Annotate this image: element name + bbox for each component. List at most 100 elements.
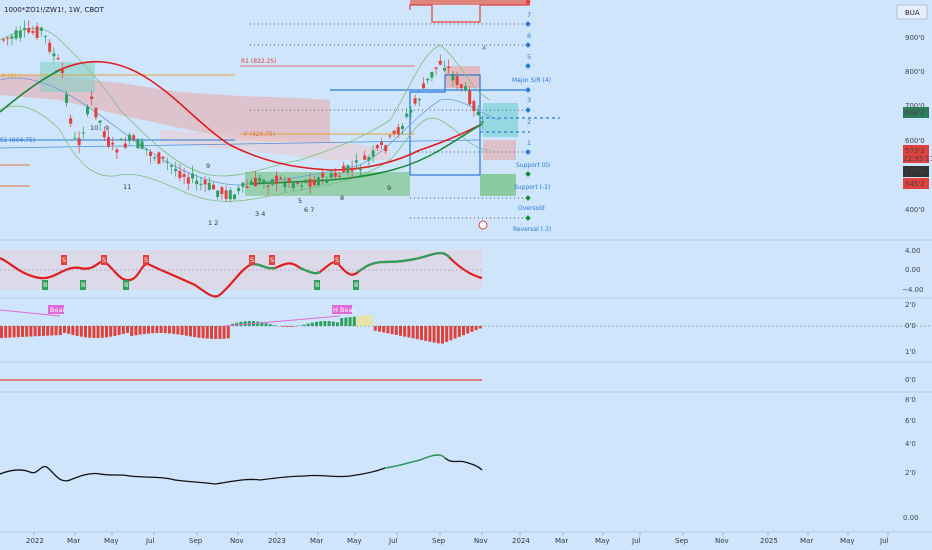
svg-text:9: 9 (387, 184, 391, 192)
candle-body (396, 127, 400, 135)
histogram-bar (273, 325, 276, 326)
time-tick: 2022 (26, 537, 44, 545)
candle-body (308, 179, 312, 187)
candle-body (363, 155, 367, 160)
histogram-bar (457, 326, 461, 337)
candle-body (401, 125, 404, 129)
price-scale[interactable]: 900'0 800'0 700'0 600'0 400'0 688'2 573'… (903, 34, 932, 214)
time-tick: 2024 (512, 537, 530, 545)
candle-body (270, 179, 274, 185)
lower-line-pane[interactable] (0, 454, 483, 485)
histogram-bar (142, 326, 146, 335)
divergence-line-1 (0, 309, 61, 317)
oscillator-pane-2[interactable]: Bear H Bear (0, 305, 932, 344)
price-badge-red-text: 573'3 (905, 147, 925, 155)
candle-body (426, 78, 430, 81)
histogram-bar (163, 326, 167, 334)
svg-text:1 2: 1 2 (208, 219, 218, 227)
histogram-bar (449, 326, 453, 341)
histogram-bar (348, 317, 352, 326)
hbear-label-bg (332, 305, 352, 314)
currency-button[interactable]: BUA (896, 4, 928, 20)
price-pane[interactable]: R1 (832.25) P (4?.) P (420.75) S1 (604.7… (0, 0, 560, 233)
candle-body (438, 60, 442, 65)
candle-body (392, 130, 396, 134)
support0-label: Support (0) (516, 162, 550, 169)
candle-body (216, 190, 220, 197)
histogram-bar (281, 326, 285, 327)
oscillator-pane-1[interactable]: B S B S B S S S B S B (0, 250, 483, 298)
histogram-bar (176, 326, 180, 335)
svg-text:1: 1 (527, 139, 531, 147)
histogram-bar (37, 326, 41, 337)
symbol-title[interactable]: 1000*ZO1!/ZW1!, 1W, CBOT (4, 6, 105, 14)
time-tick: 2023 (268, 537, 286, 545)
osc2-scale[interactable]: 2'0 0'0 1'0 (905, 301, 916, 356)
candle-body (52, 53, 56, 57)
bear-label: Bear (50, 306, 65, 314)
histogram-bar (327, 321, 331, 326)
candle-body (195, 180, 199, 185)
time-tick: Jul (145, 537, 155, 545)
candle-body (451, 73, 455, 81)
candle-body (325, 180, 329, 184)
lower-scale[interactable]: 0'0 8'0 6'0 4'0 2'0 0.00 (903, 376, 919, 522)
svg-text:10: 10 (90, 124, 98, 132)
candle-body (350, 168, 354, 172)
candle-body (241, 182, 245, 187)
green-zone-right (480, 174, 516, 196)
histogram-bar (197, 326, 201, 338)
histogram-bar (331, 321, 335, 326)
histogram-bar (474, 326, 478, 331)
candle-body (417, 99, 421, 101)
candle-body (443, 68, 446, 71)
candle-body (18, 30, 22, 38)
hbear-label: H Bear (333, 306, 355, 314)
time-axis[interactable]: 2022 Mar May Jul Sep Nov 2023 Mar May Jul Sep Nov 20… (26, 532, 889, 545)
lower-tick: 0.00 (903, 514, 919, 522)
candle-body (342, 165, 346, 173)
band-upper (0, 28, 491, 177)
histogram-bar (361, 315, 365, 326)
candle-body (98, 120, 102, 123)
histogram-bar (310, 322, 314, 326)
histogram-bar (205, 326, 209, 339)
svg-text:4: 4 (482, 44, 486, 52)
buy-signal-tag (314, 280, 320, 290)
price-badge-dark (903, 166, 929, 177)
histogram-bar (357, 316, 360, 326)
candle-body (2, 39, 5, 41)
histogram-bar (134, 326, 138, 336)
cloud-band-lower (160, 130, 390, 160)
candle-body (6, 37, 10, 39)
histogram-bar (109, 326, 113, 337)
candle-body (237, 187, 241, 192)
candle-body (296, 182, 299, 184)
svg-text:6: 6 (527, 32, 531, 40)
time-tick: 2025 (760, 537, 778, 545)
candle-body (371, 150, 375, 157)
histogram-bar (436, 326, 440, 344)
time-tick: Mar (67, 537, 80, 545)
osc1-scale[interactable]: 4.00 0.00 −4.00 (902, 247, 923, 294)
histogram-bar (243, 321, 247, 326)
candle-body (224, 190, 228, 199)
histogram-bar (336, 322, 339, 326)
histogram-bar (352, 316, 356, 326)
time-tick: Nov (474, 537, 488, 545)
step-line-blue (409, 74, 481, 175)
time-tick: May (595, 537, 609, 545)
time-tick: May (104, 537, 118, 545)
candle-body (262, 180, 266, 184)
buy-signal-text: B (354, 281, 358, 289)
histogram-bar (306, 323, 310, 326)
osc1-tick: 4.00 (905, 247, 921, 255)
histogram-bar (180, 326, 184, 336)
histogram-bar (0, 326, 3, 338)
candle-body (90, 96, 94, 100)
major-sr-label: Major S/R (4) (512, 77, 551, 84)
candle-body (73, 137, 77, 139)
candle-body (375, 145, 379, 149)
